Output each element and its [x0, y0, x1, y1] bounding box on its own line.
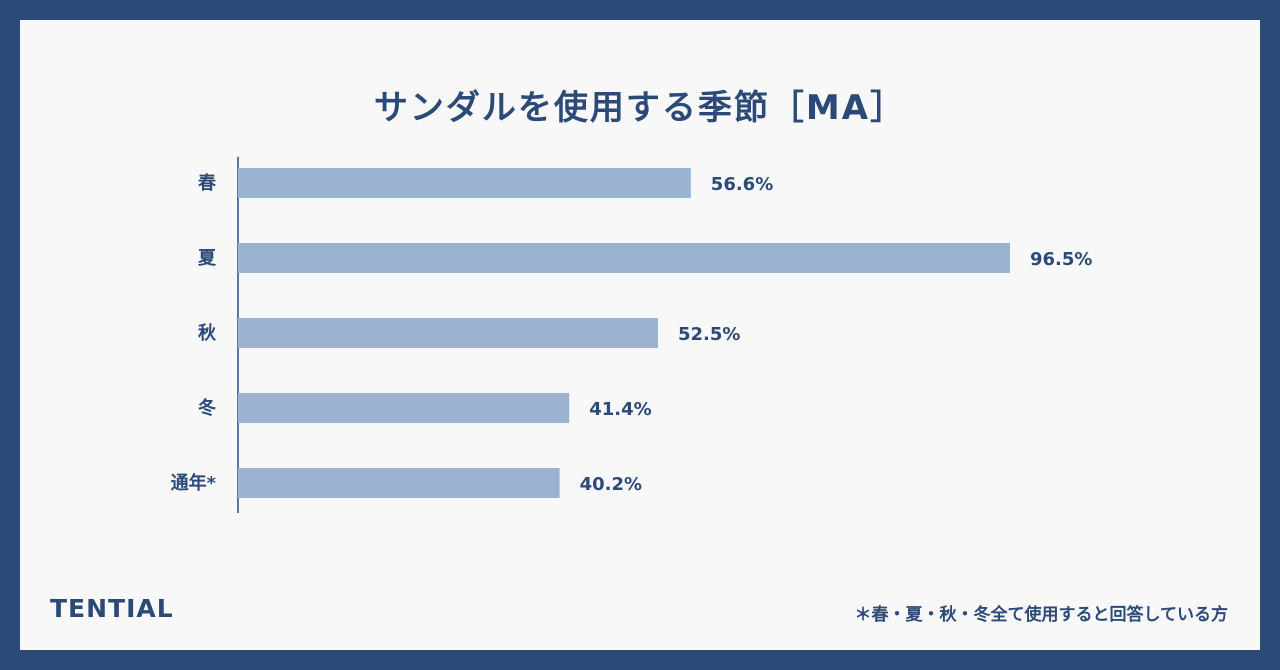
footnote: ＊春・夏・秋・冬全て使用すると回答している方: [854, 605, 1229, 625]
category-label: 春: [198, 172, 217, 194]
value-label: 40.2%: [580, 474, 642, 495]
value-label: 56.6%: [711, 174, 773, 195]
chart-title: サンダルを使用する季節［MA］: [373, 88, 907, 128]
category-label: 冬: [198, 397, 216, 419]
category-label: 秋: [198, 322, 217, 344]
chart-frame: サンダルを使用する季節［MA］ 春 56.6% 夏 96.5% 秋 52.5% 冬 41.4%…: [20, 20, 1260, 650]
brand-logo: TENTIAL: [50, 594, 174, 623]
bar-chart: 春 56.6% 夏 96.5% 秋 52.5% 冬 41.4% 通年* 40.2%: [171, 157, 1092, 513]
value-label: 96.5%: [1030, 249, 1092, 270]
bar: [238, 318, 658, 348]
value-label: 52.5%: [678, 324, 740, 345]
category-label: 通年*: [171, 472, 217, 494]
bar: [238, 393, 570, 423]
bar: [238, 168, 691, 198]
bar: [238, 243, 1010, 273]
category-label: 夏: [198, 248, 217, 269]
value-label: 41.4%: [589, 399, 651, 420]
bar: [238, 468, 560, 498]
